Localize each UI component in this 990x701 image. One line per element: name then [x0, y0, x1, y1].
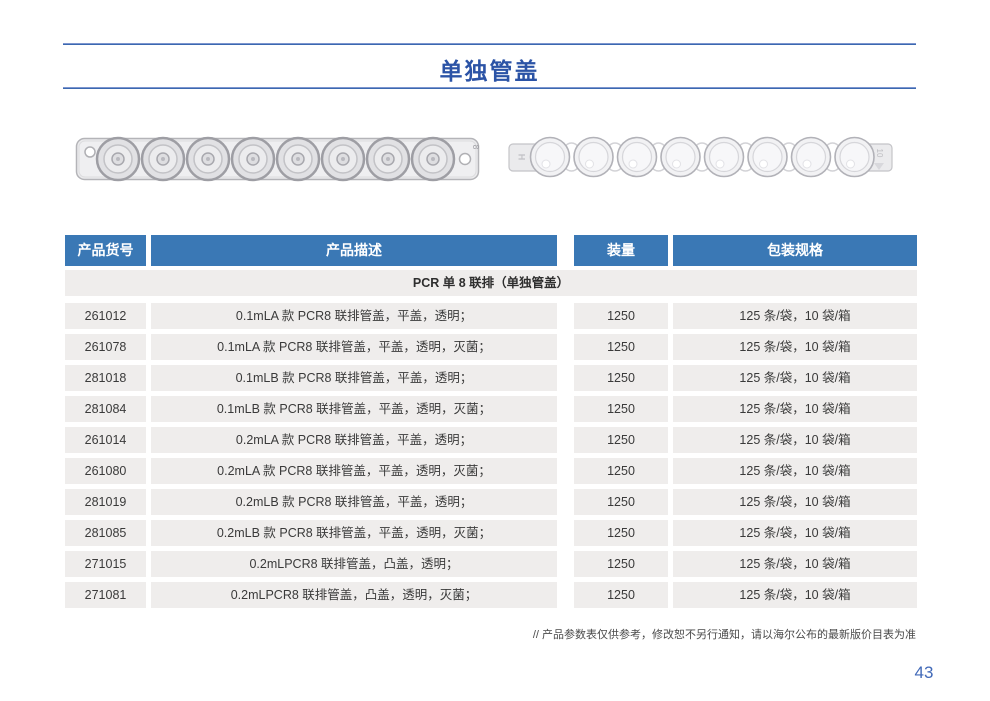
cell-desc: 0.2mLA 款 PCR8 联排管盖，平盖，透明，灭菌； — [151, 458, 557, 484]
strip-end-hole-right — [458, 152, 472, 166]
cell-qty: 1250 — [574, 520, 668, 546]
cell-desc: 0.1mLB 款 PCR8 联排管盖，平盖，透明； — [151, 365, 557, 391]
table-row: 281018 0.1mLB 款 PCR8 联排管盖，平盖，透明； 1250 12… — [65, 365, 917, 391]
cell-desc: 0.2mLB 款 PCR8 联排管盖，平盖，透明； — [151, 489, 557, 515]
table-row: 261078 0.1mLA 款 PCR8 联排管盖，平盖，透明，灭菌； 1250… — [65, 334, 917, 360]
flat-caps — [95, 136, 456, 182]
table-category-row: PCR 单 8 联排（单独管盖） — [65, 270, 917, 296]
cell-sku: 281018 — [65, 365, 146, 391]
top-rule — [63, 43, 916, 45]
cell-qty: 1250 — [574, 396, 668, 422]
cell-pack: 125 条/袋，10 袋/箱 — [673, 489, 917, 515]
table-row: 281084 0.1mLB 款 PCR8 联排管盖，平盖，透明，灭菌； 1250… — [65, 396, 917, 422]
domed-caps — [529, 136, 875, 178]
table-row: 261080 0.2mLA 款 PCR8 联排管盖，平盖，透明，灭菌； 1250… — [65, 458, 917, 484]
flat-cap-strip-image: 8 — [75, 136, 480, 182]
strip-left-mark: H — [517, 154, 527, 161]
product-table: 产品货号 产品描述 装量 包装规格 PCR 单 8 联排（单独管盖） 26101… — [65, 235, 917, 613]
table-row: 281019 0.2mLB 款 PCR8 联排管盖，平盖，透明； 1250 12… — [65, 489, 917, 515]
domed-cap-strip-image: H 10 — [508, 136, 893, 178]
table-row: 261014 0.2mLA 款 PCR8 联排管盖，平盖，透明； 1250 12… — [65, 427, 917, 453]
cell-sku: 261012 — [65, 303, 146, 329]
cell-desc: 0.1mLA 款 PCR8 联排管盖，平盖，透明，灭菌； — [151, 334, 557, 360]
cell-pack: 125 条/袋，10 袋/箱 — [673, 303, 917, 329]
cell-sku: 261078 — [65, 334, 146, 360]
cell-pack: 125 条/袋，10 袋/箱 — [673, 427, 917, 453]
cell-sku: 271081 — [65, 582, 146, 608]
cell-desc: 0.1mLA 款 PCR8 联排管盖，平盖，透明； — [151, 303, 557, 329]
cell-desc: 0.2mLB 款 PCR8 联排管盖，平盖，透明，灭菌； — [151, 520, 557, 546]
cell-desc: 0.2mLPCR8 联排管盖，凸盖，透明； — [151, 551, 557, 577]
cell-pack: 125 条/袋，10 袋/箱 — [673, 582, 917, 608]
cell-pack: 125 条/袋，10 袋/箱 — [673, 520, 917, 546]
cell-pack: 125 条/袋，10 袋/箱 — [673, 551, 917, 577]
strip-right-mark: 10 — [875, 149, 884, 158]
cell-sku: 261080 — [65, 458, 146, 484]
cell-sku: 271015 — [65, 551, 146, 577]
title-underline-rule — [63, 87, 916, 89]
cell-qty: 1250 — [574, 365, 668, 391]
page-title: 单独管盖 — [439, 58, 540, 84]
cell-pack: 125 条/袋，10 袋/箱 — [673, 365, 917, 391]
cell-qty: 1250 — [574, 427, 668, 453]
table-row: 271081 0.2mLPCR8 联排管盖，凸盖，透明，灭菌； 1250 125… — [65, 582, 917, 608]
cell-pack: 125 条/袋，10 袋/箱 — [673, 396, 917, 422]
cell-qty: 1250 — [574, 334, 668, 360]
cell-qty: 1250 — [574, 303, 668, 329]
cell-pack: 125 条/袋，10 袋/箱 — [673, 458, 917, 484]
table-row: 281085 0.2mLB 款 PCR8 联排管盖，平盖，透明，灭菌； 1250… — [65, 520, 917, 546]
strip-right-arrow — [874, 163, 884, 170]
cell-pack: 125 条/袋，10 袋/箱 — [673, 334, 917, 360]
cell-desc: 0.2mLPCR8 联排管盖，凸盖，透明，灭菌； — [151, 582, 557, 608]
cell-qty: 1250 — [574, 582, 668, 608]
table-row: 271015 0.2mLPCR8 联排管盖，凸盖，透明； 1250 125 条/… — [65, 551, 917, 577]
disclaimer-note: // 产品参数表仅供参考，修改恕不另行通知，请以海尔公布的最新版价目表为准 — [532, 629, 916, 641]
strip-size-mark: 8 — [471, 145, 480, 150]
cell-qty: 1250 — [574, 489, 668, 515]
cell-sku: 261014 — [65, 427, 146, 453]
cell-qty: 1250 — [574, 551, 668, 577]
cell-sku: 281085 — [65, 520, 146, 546]
col-header-sku: 产品货号 — [65, 235, 146, 266]
table-row: 261012 0.1mLA 款 PCR8 联排管盖，平盖，透明； 1250 12… — [65, 303, 917, 329]
cell-sku: 281084 — [65, 396, 146, 422]
cell-sku: 281019 — [65, 489, 146, 515]
table-header-row: 产品货号 产品描述 装量 包装规格 — [65, 235, 917, 266]
cell-qty: 1250 — [574, 458, 668, 484]
cell-desc: 0.1mLB 款 PCR8 联排管盖，平盖，透明，灭菌； — [151, 396, 557, 422]
page-number: 43 — [914, 663, 934, 682]
col-header-desc: 产品描述 — [151, 235, 557, 266]
col-header-qty: 装量 — [574, 235, 668, 266]
strip-end-hole-left — [84, 146, 96, 158]
category-label: PCR 单 8 联排（单独管盖） — [65, 270, 917, 296]
cell-desc: 0.2mLA 款 PCR8 联排管盖，平盖，透明； — [151, 427, 557, 453]
col-header-packaging: 包装规格 — [673, 235, 917, 266]
